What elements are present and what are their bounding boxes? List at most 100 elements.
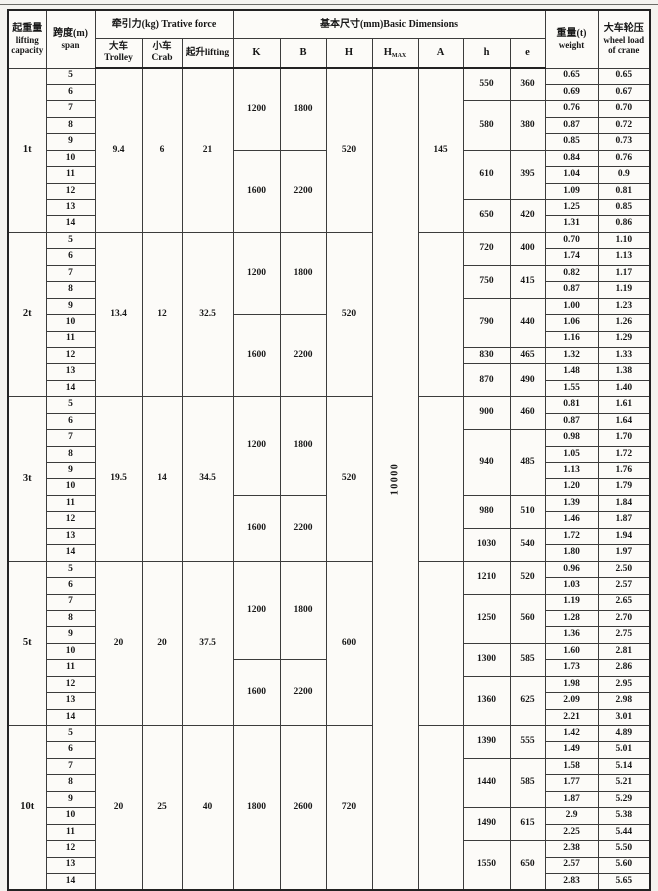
cell-span: 14 [45, 708, 96, 727]
header-traction-group: 牵引力(kg) Trative force [94, 9, 234, 39]
cell-span: 12 [45, 346, 96, 365]
cell-weight: 1.20 [544, 478, 599, 496]
cell-span: 7 [45, 100, 96, 118]
header-span: 跨度(m) span [45, 9, 96, 69]
cell-e: 615 [509, 807, 546, 842]
cell-weight: 1.87 [544, 790, 599, 809]
cell-span: 9 [45, 133, 96, 151]
cell-wheel-load: 2.50 [597, 560, 651, 579]
cell-weight: 1.16 [544, 330, 599, 348]
cell-span: 8 [45, 281, 96, 299]
header-col-h-upper: H [325, 38, 373, 69]
cell-span: 8 [45, 774, 96, 792]
cell-h-lower: 650 [462, 199, 511, 233]
cell-wheel-load: 0.81 [597, 182, 651, 201]
header-dimensions-group: 基本尺寸(mm)Basic Dimensions [232, 9, 546, 39]
cell-trolley: 13.4 [94, 231, 143, 398]
cell-span: 6 [45, 248, 96, 266]
cell-h-lower: 1490 [462, 807, 511, 842]
cell-wheel-load: 1.23 [597, 297, 651, 316]
hmax-label: H [383, 46, 392, 58]
table-header: 起重量 lifting capacity 跨度(m) span 牵引力(kg) … [7, 9, 651, 69]
cell-span: 7 [45, 757, 96, 776]
cell-weight: 1.39 [544, 494, 599, 513]
cell-h-lower: 550 [462, 67, 511, 102]
cell-weight: 1.72 [544, 527, 599, 546]
cell-b: 1800 [279, 396, 327, 496]
cell-wheel-load: 2.65 [597, 593, 651, 611]
cell-wheel-load: 1.61 [597, 396, 651, 414]
cell-b: 2200 [279, 314, 327, 398]
cell-weight: 1.04 [544, 166, 599, 184]
cell-a [417, 725, 464, 891]
cell-h-lower: 1210 [462, 560, 511, 595]
cell-span: 5 [45, 396, 96, 414]
cell-k: 1600 [232, 314, 281, 398]
cell-h-lower: 1550 [462, 840, 511, 891]
cell-span: 12 [45, 511, 96, 529]
header-wheel-en2: of crane [608, 45, 640, 56]
cell-wheel-load: 3.01 [597, 708, 651, 727]
cell-weight: 1.05 [544, 445, 599, 464]
cell-e: 440 [509, 297, 546, 348]
cell-b: 2200 [279, 494, 327, 562]
header-weight: 重量(t) weight [544, 9, 599, 69]
cell-span: 9 [45, 626, 96, 644]
cell-weight: 2.25 [544, 823, 599, 842]
header-wheel-zh: 大车轮压 [603, 22, 644, 34]
cell-lifting: 34.5 [181, 396, 234, 562]
cell-lifting: 32.5 [181, 231, 234, 398]
hmax-sub-label: MAX [391, 52, 407, 59]
cell-trolley: 19.5 [94, 396, 143, 562]
cell-span: 14 [45, 544, 96, 562]
cell-h-lower: 1030 [462, 527, 511, 562]
cell-span: 8 [45, 116, 96, 135]
cell-wheel-load: 5.14 [597, 757, 651, 776]
header-lifting: 起升lifting [181, 38, 234, 69]
cell-a [417, 396, 464, 562]
cell-span: 8 [45, 609, 96, 628]
cell-h-lower: 830 [462, 346, 511, 365]
cell-weight: 1.36 [544, 626, 599, 644]
cell-wheel-load: 2.86 [597, 659, 651, 677]
header-weight-en: weight [558, 39, 585, 50]
cell-wheel-load: 1.26 [597, 314, 651, 332]
cell-weight: 1.80 [544, 544, 599, 562]
cell-wheel-load: 1.33 [597, 346, 651, 365]
cell-wheel-load: 0.70 [597, 100, 651, 118]
cell-weight: 0.96 [544, 560, 599, 579]
cell-b: 1800 [279, 231, 327, 316]
cell-weight: 0.87 [544, 412, 599, 431]
cell-weight: 1.28 [544, 609, 599, 628]
cell-weight: 1.42 [544, 724, 599, 743]
cell-h-upper: 520 [325, 67, 373, 233]
scan-top-rule [0, 4, 658, 5]
cell-h-lower: 1390 [462, 725, 511, 759]
cell-e: 510 [509, 494, 546, 529]
cell-e: 625 [509, 675, 546, 727]
cell-weight: 1.73 [544, 659, 599, 677]
cell-weight: 0.81 [544, 396, 599, 414]
cell-weight: 0.76 [544, 100, 599, 118]
cell-wheel-load: 1.40 [597, 379, 651, 398]
cell-span: 13 [45, 856, 96, 874]
header-col-hmax: HMAX [371, 38, 419, 69]
cell-weight: 1.74 [544, 248, 599, 266]
cell-wheel-load: 5.50 [597, 840, 651, 858]
cell-wheel-load: 0.86 [597, 215, 651, 233]
cell-wheel-load: 0.65 [597, 67, 651, 85]
cell-span: 14 [45, 215, 96, 233]
cell-h-lower: 870 [462, 363, 511, 398]
cell-h-lower: 1250 [462, 593, 511, 644]
cell-wheel-load: 1.29 [597, 330, 651, 348]
cell-lifting: 21 [181, 67, 234, 233]
cell-span: 9 [45, 790, 96, 809]
header-wheel-en1: wheel load [603, 34, 645, 45]
cell-h-lower: 900 [462, 396, 511, 431]
cell-h-upper: 600 [325, 560, 373, 727]
cell-weight: 0.65 [544, 67, 599, 85]
cell-wheel-load: 0.85 [597, 198, 651, 217]
cell-h-lower: 790 [462, 297, 511, 348]
cell-h-lower: 720 [462, 231, 511, 266]
cell-h-lower: 750 [462, 264, 511, 299]
